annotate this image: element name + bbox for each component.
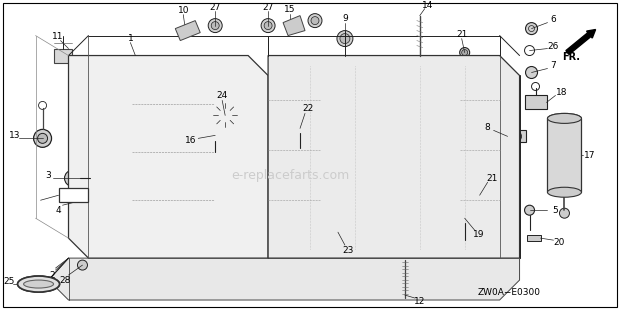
Text: 17: 17 — [583, 151, 595, 160]
Text: 3: 3 — [46, 171, 51, 180]
Text: 26: 26 — [548, 42, 559, 51]
Text: FR.: FR. — [562, 52, 580, 61]
Text: 27: 27 — [262, 3, 274, 12]
Text: 1: 1 — [128, 34, 133, 43]
Circle shape — [308, 14, 322, 28]
Circle shape — [33, 129, 51, 147]
Circle shape — [525, 205, 534, 215]
Circle shape — [64, 170, 81, 186]
Text: 10: 10 — [177, 6, 189, 15]
Text: 24: 24 — [216, 91, 228, 100]
Text: 13: 13 — [9, 131, 20, 140]
Text: ZW0A−E0300: ZW0A−E0300 — [478, 288, 541, 297]
Circle shape — [79, 196, 86, 204]
Bar — [508, 130, 526, 142]
Circle shape — [477, 192, 482, 198]
Text: 15: 15 — [285, 5, 296, 14]
Ellipse shape — [547, 187, 582, 197]
Ellipse shape — [547, 113, 582, 123]
Text: 5: 5 — [552, 206, 559, 215]
Circle shape — [209, 129, 221, 141]
Circle shape — [512, 131, 521, 141]
Text: 21: 21 — [486, 174, 497, 183]
Circle shape — [475, 190, 485, 200]
Polygon shape — [48, 258, 520, 300]
Text: 4: 4 — [56, 206, 61, 215]
Circle shape — [38, 133, 48, 143]
Text: 8: 8 — [485, 123, 490, 132]
Text: e-replacefarts.com: e-replacefarts.com — [231, 169, 349, 182]
Text: 20: 20 — [554, 238, 565, 247]
Ellipse shape — [24, 280, 53, 288]
Text: 7: 7 — [551, 61, 556, 70]
Circle shape — [311, 17, 319, 25]
Text: 27: 27 — [210, 3, 221, 12]
Bar — [58, 188, 89, 202]
Polygon shape — [68, 56, 268, 258]
Circle shape — [526, 66, 538, 78]
Polygon shape — [283, 16, 305, 36]
Text: 12: 12 — [414, 297, 425, 306]
Circle shape — [221, 112, 229, 119]
Circle shape — [340, 34, 350, 44]
Circle shape — [459, 213, 470, 223]
Circle shape — [337, 31, 353, 47]
Text: 25: 25 — [3, 277, 14, 286]
Circle shape — [261, 19, 275, 32]
Circle shape — [78, 260, 87, 270]
Circle shape — [459, 48, 470, 57]
Polygon shape — [175, 21, 200, 40]
Circle shape — [208, 19, 222, 32]
Text: 9: 9 — [342, 14, 348, 23]
Circle shape — [462, 49, 467, 56]
Text: 21: 21 — [456, 30, 467, 39]
Text: E-4: E-4 — [65, 191, 82, 200]
Text: 2: 2 — [50, 271, 55, 280]
Bar — [525, 95, 546, 109]
Circle shape — [329, 223, 347, 241]
Circle shape — [213, 104, 237, 127]
Circle shape — [295, 123, 305, 133]
Text: 22: 22 — [303, 104, 314, 113]
Text: 14: 14 — [422, 1, 433, 10]
Text: 28: 28 — [60, 276, 71, 285]
Bar — [547, 118, 582, 192]
FancyArrow shape — [566, 30, 596, 54]
Circle shape — [264, 22, 272, 30]
Polygon shape — [268, 56, 520, 258]
Circle shape — [526, 23, 538, 35]
Ellipse shape — [17, 276, 60, 292]
Text: 18: 18 — [556, 88, 567, 97]
Bar — [53, 49, 71, 62]
Text: 16: 16 — [185, 136, 196, 145]
Circle shape — [559, 208, 569, 218]
Text: 23: 23 — [342, 246, 353, 255]
Text: 11: 11 — [52, 32, 63, 41]
Circle shape — [333, 227, 343, 237]
Circle shape — [211, 22, 219, 30]
Text: 19: 19 — [473, 230, 484, 239]
Text: 6: 6 — [551, 15, 556, 24]
Bar — [526, 235, 541, 241]
